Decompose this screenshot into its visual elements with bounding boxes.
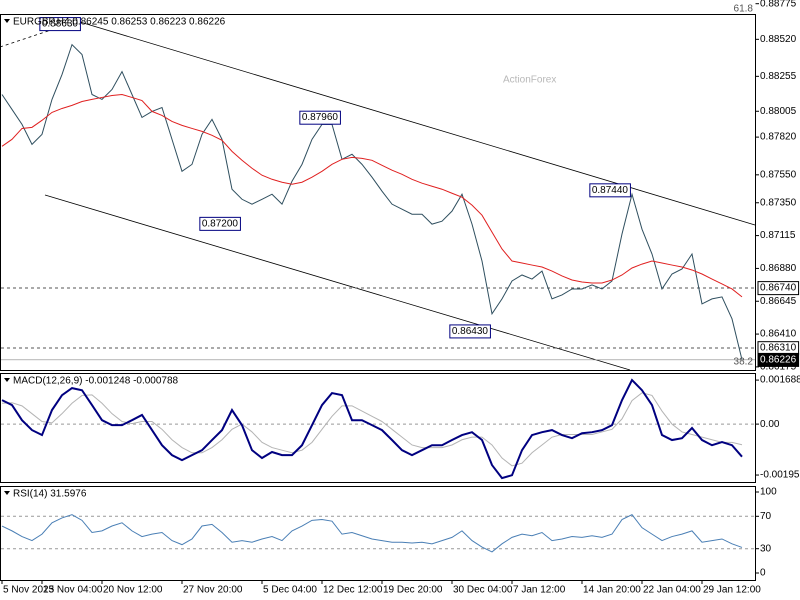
x-tick-label: 13 Nov 04:00: [43, 585, 103, 596]
annotation-label: 0.87960: [302, 112, 339, 123]
series-line: [1, 392, 743, 467]
annotation-label-box: [449, 324, 491, 339]
panel-marker: [4, 378, 10, 382]
y-tick-label: 0.86410: [760, 329, 797, 340]
x-tick-label: 14 Jan 20:00: [583, 585, 641, 596]
panel: [0, 486, 756, 581]
y-tick-label: -0.001953: [760, 470, 800, 481]
y-tick-label: 0.87115: [760, 230, 796, 241]
y-tick-label: 0.86645: [760, 296, 797, 307]
series-line: [1, 93, 743, 298]
y-tick-label: 0.88005: [760, 106, 797, 117]
current-price-label-box: [757, 352, 800, 367]
fib-label: 38.2: [734, 357, 754, 368]
watermark: ActionForex: [503, 75, 556, 86]
level-label: 0.86740: [760, 283, 797, 294]
current-price-label: 0.86226: [760, 354, 797, 365]
x-tick-label: 27 Nov 20:00: [183, 585, 243, 596]
panel: [0, 14, 756, 371]
annotation-label-box: [39, 17, 81, 32]
y-tick-label: 70: [760, 511, 772, 522]
y-tick-label: 0.86175: [760, 362, 797, 373]
x-tick-label: 5 Nov 2025: [3, 585, 55, 596]
annotation-label-box: [589, 183, 631, 198]
y-tick-label: 0.88775: [760, 0, 797, 9]
y-tick-label: 100: [760, 487, 777, 498]
trend-line: [79, 21, 756, 226]
series-line: [1, 43, 743, 360]
y-tick-label: 0.001688: [760, 375, 800, 386]
panel-title: EURGBP,H4 0.86245 0.86253 0.86223 0.8622…: [13, 17, 226, 28]
x-tick-label: 22 Jan 04:00: [643, 585, 701, 596]
y-tick-label: 0.88255: [760, 71, 797, 82]
annotation-label: 0.87440: [592, 185, 629, 196]
x-tick-label: 12 Dec 12:00: [323, 585, 383, 596]
fib-label: 61.8: [734, 4, 754, 15]
x-tick-label: 29 Jan 12:00: [703, 585, 761, 596]
y-tick-label: 0: [760, 568, 766, 579]
panel-title: RSI(14) 31.5976: [13, 489, 87, 500]
panel-title: MACD(12,26,9) -0.001248 -0.000788: [13, 376, 179, 387]
panel-marker: [4, 491, 10, 495]
annotation-label: 0.86430: [452, 326, 489, 337]
series-line: [1, 378, 743, 480]
trend-line: [44, 194, 631, 371]
x-tick-label: 5 Dec 04:00: [263, 585, 317, 596]
level-label: 0.86310: [760, 343, 797, 354]
y-tick-label: 0.87550: [760, 169, 797, 180]
y-tick-label: 0.00: [760, 419, 780, 430]
panel-marker: [4, 19, 10, 23]
y-tick-label: 0.86880: [760, 263, 797, 274]
annotation-label: 0.87200: [202, 218, 239, 229]
series-line: [1, 514, 743, 553]
trend-line: [0, 21, 76, 48]
x-tick-label: 30 Dec 04:00: [453, 585, 513, 596]
y-tick-label: 0.88520: [760, 34, 797, 45]
y-tick-label: 0.87350: [760, 197, 797, 208]
x-tick-label: 7 Jan 12:00: [513, 585, 566, 596]
y-tick-label: 30: [760, 543, 772, 554]
level-label-box: [757, 281, 800, 296]
annotation-label-box: [299, 110, 341, 125]
annotation-label-box: [199, 216, 241, 231]
y-tick-label: 0.87820: [760, 132, 797, 143]
x-tick-label: 20 Nov 12:00: [103, 585, 163, 596]
x-tick-label: 19 Dec 20:00: [383, 585, 443, 596]
annotation-label: 0.88630: [42, 19, 79, 30]
